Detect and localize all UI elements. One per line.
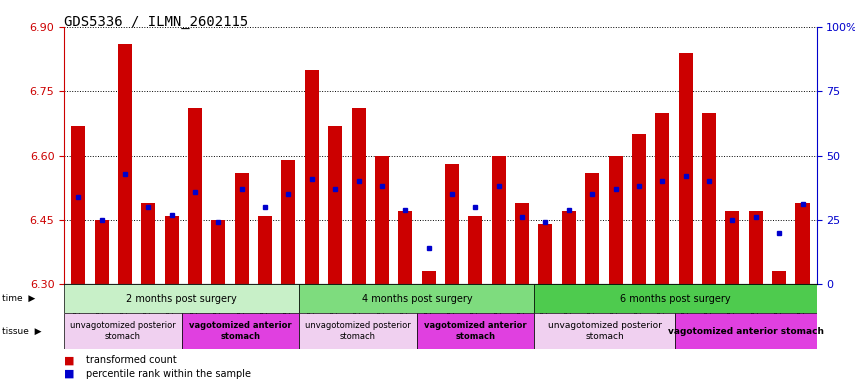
Bar: [235, 173, 249, 284]
Bar: [702, 113, 716, 284]
Text: 2 months post surgery: 2 months post surgery: [127, 293, 237, 304]
Text: ■: ■: [64, 355, 74, 365]
Bar: [585, 173, 599, 284]
Bar: [398, 211, 412, 284]
Text: unvagotomized posterior
stomach: unvagotomized posterior stomach: [70, 321, 176, 341]
Text: GDS5336 / ILMN_2602115: GDS5336 / ILMN_2602115: [64, 15, 248, 29]
Text: transformed count: transformed count: [86, 355, 176, 365]
Bar: [679, 53, 693, 284]
Bar: [675, 313, 817, 349]
Bar: [328, 126, 342, 284]
Bar: [181, 313, 299, 349]
Bar: [299, 313, 416, 349]
Text: tissue  ▶: tissue ▶: [2, 327, 41, 336]
Bar: [609, 156, 622, 284]
Bar: [655, 113, 669, 284]
Bar: [258, 215, 272, 284]
Text: unvagotomized posterior
stomach: unvagotomized posterior stomach: [548, 321, 662, 341]
Bar: [188, 108, 202, 284]
Text: vagotomized anterior
stomach: vagotomized anterior stomach: [189, 321, 292, 341]
Bar: [772, 271, 786, 284]
Bar: [417, 313, 534, 349]
Bar: [534, 313, 675, 349]
Bar: [211, 220, 226, 284]
Bar: [539, 224, 552, 284]
Bar: [71, 126, 86, 284]
Bar: [141, 203, 156, 284]
Text: time  ▶: time ▶: [2, 294, 35, 303]
Bar: [304, 70, 319, 284]
Bar: [534, 284, 817, 313]
Bar: [374, 156, 389, 284]
Bar: [469, 215, 482, 284]
Bar: [562, 211, 576, 284]
Bar: [165, 215, 179, 284]
Bar: [725, 211, 740, 284]
Bar: [118, 44, 132, 284]
Bar: [64, 284, 299, 313]
Bar: [749, 211, 763, 284]
Bar: [445, 164, 459, 284]
Text: 4 months post surgery: 4 months post surgery: [362, 293, 472, 304]
Bar: [281, 160, 296, 284]
Bar: [632, 134, 646, 284]
Text: vagotomized anterior
stomach: vagotomized anterior stomach: [424, 321, 527, 341]
Bar: [299, 284, 534, 313]
Bar: [492, 156, 506, 284]
Bar: [795, 203, 810, 284]
Bar: [95, 220, 109, 284]
Text: unvagotomized posterior
stomach: unvagotomized posterior stomach: [305, 321, 411, 341]
Text: 6 months post surgery: 6 months post surgery: [620, 293, 731, 304]
Text: vagotomized anterior stomach: vagotomized anterior stomach: [668, 327, 824, 336]
Bar: [64, 313, 181, 349]
Bar: [422, 271, 436, 284]
Bar: [515, 203, 529, 284]
Bar: [351, 108, 366, 284]
Text: percentile rank within the sample: percentile rank within the sample: [86, 369, 251, 379]
Text: ■: ■: [64, 369, 74, 379]
